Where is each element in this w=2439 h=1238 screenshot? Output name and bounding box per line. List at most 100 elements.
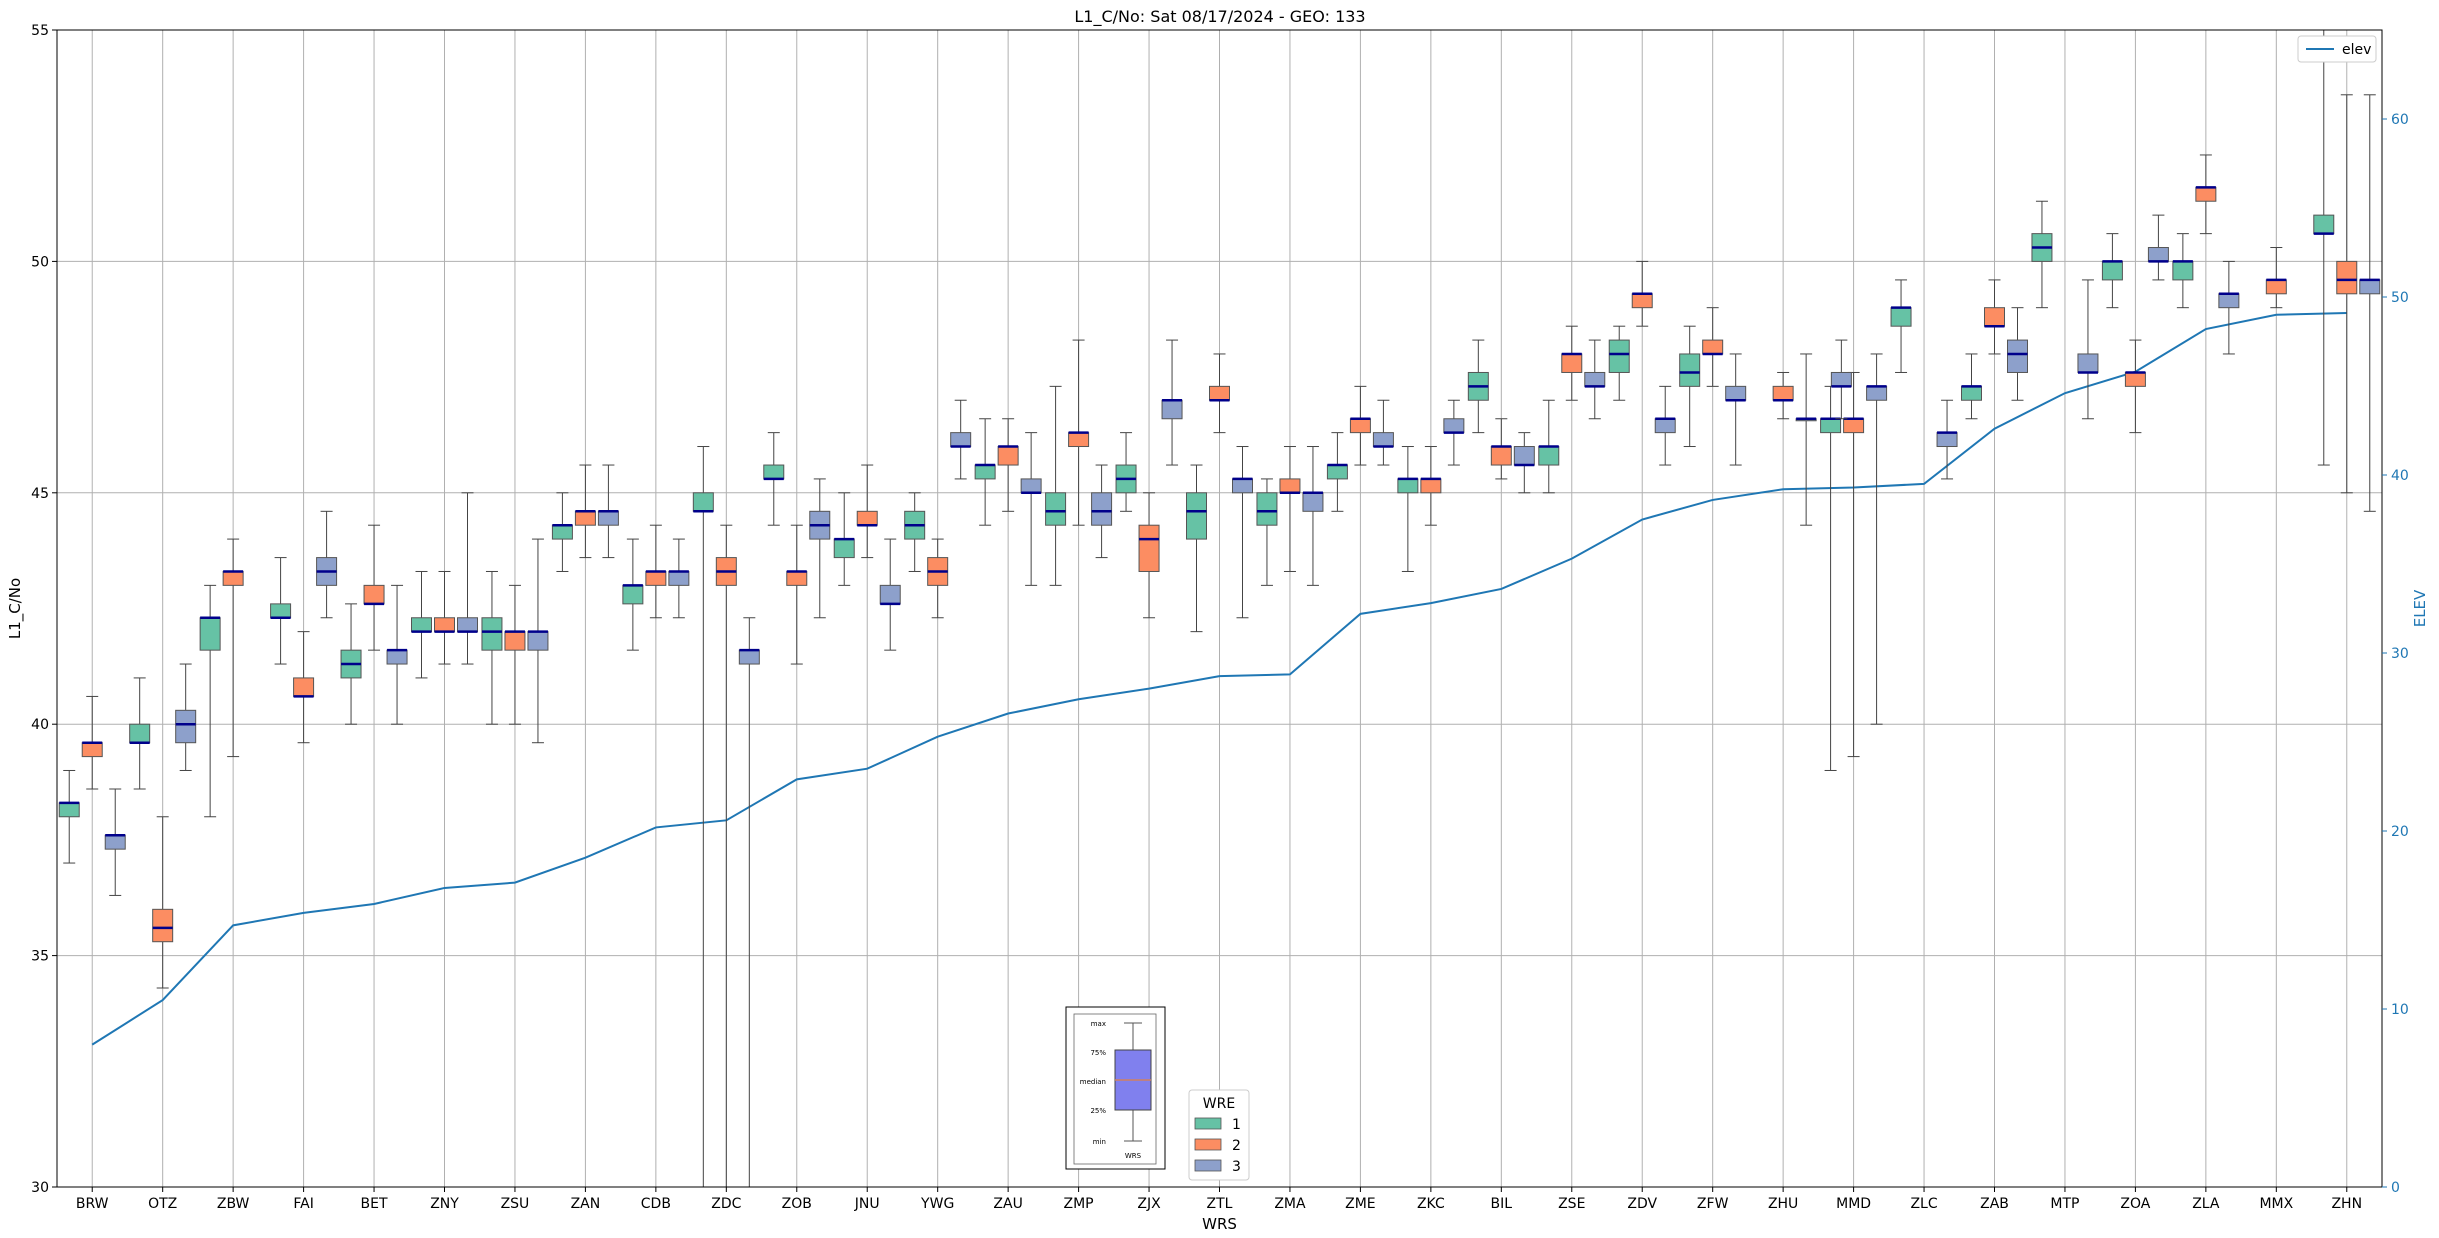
box-wre-3	[1654, 385, 1676, 466]
box-wre-2	[222, 538, 244, 758]
elev-series	[91, 312, 2347, 1046]
x-tick-label: ZAN	[571, 1196, 601, 1212]
box-wre-2	[1561, 325, 1583, 401]
box-wre-1	[2172, 233, 2194, 309]
y2-tick-label: 30	[2391, 646, 2409, 662]
box-iqr	[2336, 260, 2358, 295]
box-wre-1	[622, 538, 644, 651]
box-wre-2	[1349, 385, 1371, 466]
box-iqr	[1279, 478, 1301, 494]
box-iqr	[551, 524, 573, 540]
box-iqr	[1513, 446, 1535, 466]
box-wre-3	[1443, 399, 1465, 466]
box-wre-2	[645, 524, 667, 619]
box-iqr	[1584, 371, 1606, 387]
box-iqr	[950, 432, 972, 448]
x-tick-label: ZJX	[1137, 1196, 1161, 1212]
legend-wre-title: WRE	[1203, 1096, 1235, 1112]
y2-tick-label: 60	[2391, 112, 2409, 128]
axes: 30 35 40 45 50 55 0 10 20 30 40 50 60 BRW OTZ ZBW FAI BET…	[31, 23, 2409, 1212]
box-wre-1	[1256, 478, 1278, 586]
box-iqr	[997, 446, 1019, 466]
box-wre-1	[974, 418, 996, 526]
box-iqr	[622, 584, 644, 605]
box-iqr	[2101, 260, 2123, 281]
box-wre-2	[1490, 418, 1512, 480]
legend-wre-swatch	[1194, 1159, 1222, 1172]
box-iqr	[175, 709, 197, 744]
box-iqr	[763, 464, 785, 480]
box-iqr	[2007, 339, 2028, 373]
box-wre-2	[363, 524, 385, 651]
box-wre-2	[1772, 371, 1794, 420]
box-iqr	[574, 510, 596, 526]
box-iqr	[293, 677, 315, 697]
box-iqr	[152, 908, 174, 943]
y2-tick-label: 50	[2391, 290, 2409, 306]
x-tick-label: JNU	[854, 1196, 880, 1212]
legend-wre-label: 3	[1232, 1159, 1241, 1175]
x-tick-label: ZLC	[1910, 1196, 1937, 1212]
box-wre-2	[434, 570, 455, 665]
box-wre-2	[1631, 260, 1653, 327]
box-iqr	[1186, 492, 1207, 540]
box-iqr	[1984, 307, 2005, 327]
box-wre-2	[504, 584, 526, 725]
box-wre-3	[1232, 446, 1253, 619]
box-key: max 75% median 25% min WRS	[1065, 1006, 1166, 1170]
box-iqr	[527, 631, 549, 651]
box-wre-3	[316, 510, 338, 619]
box-wre-3	[1866, 353, 1888, 725]
x-tick-label: OTZ	[148, 1196, 177, 1212]
box-wre-2	[293, 631, 315, 744]
legend-wre-label: 2	[1232, 1138, 1241, 1154]
x-tick-label: BET	[361, 1196, 388, 1212]
x-tick-label: ZOA	[2120, 1196, 2150, 1212]
box-wre-3	[950, 399, 972, 480]
box-iqr	[1443, 418, 1465, 434]
box-iqr	[1420, 478, 1442, 494]
x-tick-label: CDB	[641, 1196, 671, 1212]
x-tick-label: ZFW	[1697, 1196, 1729, 1212]
box-wre-1	[2031, 200, 2053, 309]
box-iqr	[738, 649, 760, 665]
box-wre-1	[833, 492, 855, 586]
y-tick-label: 35	[31, 949, 49, 965]
box-wre-3	[1795, 353, 1817, 526]
box-iqr	[457, 617, 478, 633]
box-iqr	[597, 510, 619, 526]
box-iqr	[81, 742, 103, 758]
x-tick-label: ZTL	[1207, 1196, 1233, 1212]
box-iqr	[2124, 371, 2146, 387]
x-tick-label: ZNY	[430, 1196, 459, 1212]
box-wre-1	[2101, 233, 2123, 309]
box-wre-1	[1397, 446, 1419, 572]
box-iqr	[2172, 260, 2194, 281]
box-iqr	[1654, 418, 1676, 434]
box-iqr	[1843, 418, 1865, 434]
box-wre-1	[1608, 325, 1630, 401]
legend-wre: WRE 1 2 3	[1188, 1089, 1250, 1181]
box-wre-2	[574, 464, 596, 559]
box-wre-2	[997, 418, 1019, 512]
box-iqr	[668, 570, 690, 586]
y2-tick-label: 0	[2391, 1180, 2400, 1196]
box-key-label: 25%	[1090, 1107, 1106, 1115]
box-wre-1	[481, 570, 503, 725]
box-wre-3	[1513, 432, 1535, 494]
box-iqr	[481, 617, 503, 651]
box-iqr	[1232, 478, 1253, 494]
box-wre-3	[1936, 399, 1958, 480]
box-iqr	[2147, 247, 2169, 262]
box-wre-2	[2336, 94, 2358, 494]
box-wre-2	[81, 695, 103, 790]
box-wre-2	[1209, 353, 1230, 434]
chart-title: L1_C/No: Sat 08/17/2024 - GEO: 133	[1074, 7, 1365, 27]
box-wre-2	[1984, 279, 2005, 355]
x-tick-label: ZAU	[993, 1196, 1022, 1212]
box-wre-3	[1830, 339, 1852, 420]
box-iqr	[2359, 279, 2381, 295]
box-iqr	[104, 834, 126, 850]
box-wre-1	[1186, 464, 1207, 633]
box-iqr	[1830, 371, 1852, 387]
